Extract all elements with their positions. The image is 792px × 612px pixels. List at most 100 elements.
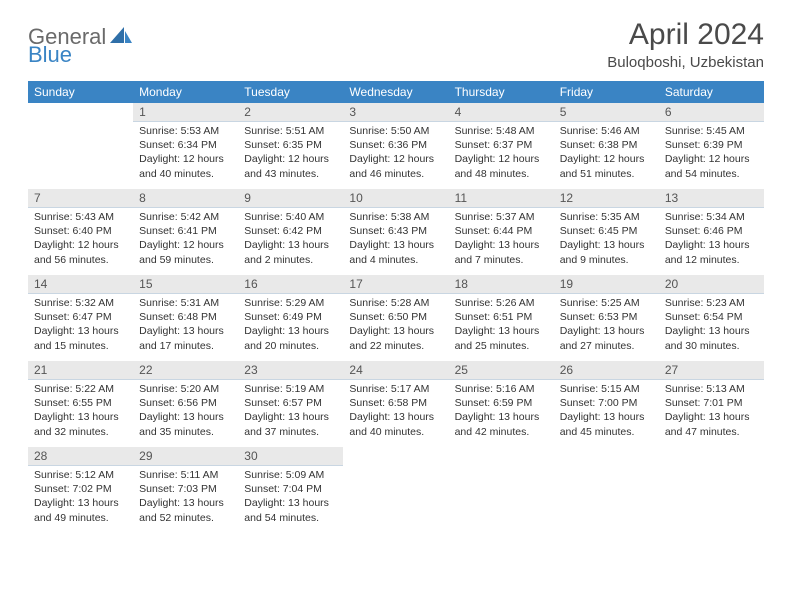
sunset-line: Sunset: 6:39 PM bbox=[665, 139, 743, 151]
day-number: 28 bbox=[28, 447, 133, 466]
day-details: Sunrise: 5:09 AMSunset: 7:04 PMDaylight:… bbox=[238, 466, 343, 529]
calendar-cell: 13Sunrise: 5:34 AMSunset: 6:46 PMDayligh… bbox=[659, 189, 764, 275]
daylight-line: Daylight: 13 hours and 52 minutes. bbox=[139, 497, 224, 523]
day-details: Sunrise: 5:15 AMSunset: 7:00 PMDaylight:… bbox=[554, 380, 659, 443]
sunrise-line: Sunrise: 5:22 AM bbox=[34, 383, 114, 395]
page-title: April 2024 bbox=[607, 18, 764, 52]
day-number: 30 bbox=[238, 447, 343, 466]
daylight-line: Daylight: 13 hours and 2 minutes. bbox=[244, 239, 329, 265]
sunset-line: Sunset: 6:51 PM bbox=[455, 311, 533, 323]
sunrise-line: Sunrise: 5:13 AM bbox=[665, 383, 745, 395]
day-number: 9 bbox=[238, 189, 343, 208]
sunset-line: Sunset: 6:35 PM bbox=[244, 139, 322, 151]
day-number: 2 bbox=[238, 103, 343, 122]
sunrise-line: Sunrise: 5:45 AM bbox=[665, 125, 745, 137]
sunset-line: Sunset: 6:36 PM bbox=[349, 139, 427, 151]
daylight-line: Daylight: 12 hours and 59 minutes. bbox=[139, 239, 224, 265]
daylight-line: Daylight: 13 hours and 15 minutes. bbox=[34, 325, 119, 351]
daylight-line: Daylight: 12 hours and 51 minutes. bbox=[560, 153, 645, 179]
sunrise-line: Sunrise: 5:17 AM bbox=[349, 383, 429, 395]
day-number: 20 bbox=[659, 275, 764, 294]
calendar-cell: 23 Sunrise: 5:19 AM Sunset: 6:57 PM Dayligh… bbox=[238, 361, 343, 447]
sunset-line: Sunset: 6:37 PM bbox=[455, 139, 533, 151]
daylight-line: Daylight: 12 hours and 46 minutes. bbox=[349, 153, 434, 179]
day-number: 11 bbox=[449, 189, 554, 208]
day-details: Sunrise: 5:12 AM Sunset: 7:02 PM Daylight:… bbox=[28, 466, 133, 529]
calendar-cell bbox=[449, 447, 554, 533]
sunrise-line: Sunrise: 5:43 AM bbox=[34, 211, 114, 223]
sunrise-line: Sunrise: 5:09 AM bbox=[244, 469, 324, 481]
sunset-line: Sunset: 6:44 PM bbox=[455, 225, 533, 237]
day-number: 19 bbox=[554, 275, 659, 294]
sunset-line: Sunset: 6:38 PM bbox=[560, 139, 638, 151]
sunset-line: Sunset: 7:01 PM bbox=[665, 397, 743, 409]
calendar-page: General April 2024 Buloqboshi, Uzbekista… bbox=[0, 0, 792, 533]
sunrise-line: Sunrise: 5:19 AM bbox=[244, 383, 324, 395]
calendar-table: SundayMondayTuesdayWednesdayThursdayFrid… bbox=[28, 81, 764, 533]
daylight-line: Daylight: 13 hours and 54 minutes. bbox=[244, 497, 329, 523]
calendar-cell: 21Sunrise: 5:22 AMSunset: 6:55 PMDayligh… bbox=[28, 361, 133, 447]
day-details: Sunrise: 5:45 AMSunset: 6:39 PMDaylight:… bbox=[659, 122, 764, 185]
day-details: Sunrise: 5:37 AMSunset: 6:44 PMDaylight:… bbox=[449, 208, 554, 271]
sunrise-line: Sunrise: 5:11 AM bbox=[139, 469, 218, 481]
daylight-line: Daylight: 13 hours and 49 minutes. bbox=[34, 497, 119, 523]
daylight-line: Daylight: 13 hours and 37 minutes. bbox=[244, 411, 329, 437]
daylight-line: Daylight: 12 hours and 56 minutes. bbox=[34, 239, 119, 265]
page-header: General April 2024 Buloqboshi, Uzbekista… bbox=[28, 18, 764, 71]
calendar-cell: 29Sunrise: 5:11 AMSunset: 7:03 PMDayligh… bbox=[133, 447, 238, 533]
sunset-line: Sunset: 7:02 PM bbox=[34, 483, 112, 495]
day-details: Sunrise: 5:11 AMSunset: 7:03 PMDaylight:… bbox=[133, 466, 238, 529]
day-details: Sunrise: 5:20 AMSunset: 6:56 PMDaylight:… bbox=[133, 380, 238, 443]
sunrise-line: Sunrise: 5:32 AM bbox=[34, 297, 114, 309]
sunrise-line: Sunrise: 5:53 AM bbox=[139, 125, 219, 137]
calendar-cell bbox=[554, 447, 659, 533]
daylight-line: Daylight: 13 hours and 12 minutes. bbox=[665, 239, 750, 265]
sunset-line: Sunset: 6:40 PM bbox=[34, 225, 112, 237]
daylight-line: Daylight: 13 hours and 42 minutes. bbox=[455, 411, 540, 437]
weekday-header: Sunday bbox=[28, 81, 133, 103]
daylight-line: Daylight: 13 hours and 25 minutes. bbox=[455, 325, 540, 351]
sunrise-line: Sunrise: 5:25 AM bbox=[560, 297, 640, 309]
calendar-cell: 18Sunrise: 5:26 AMSunset: 6:51 PMDayligh… bbox=[449, 275, 554, 361]
calendar-cell: 25Sunrise: 5:16 AMSunset: 6:59 PMDayligh… bbox=[449, 361, 554, 447]
day-number: 17 bbox=[343, 275, 448, 294]
sunrise-line: Sunrise: 5:48 AM bbox=[455, 125, 535, 137]
sunrise-line: Sunrise: 5:28 AM bbox=[349, 297, 429, 309]
day-number: 26 bbox=[554, 361, 659, 380]
day-details: Sunrise: 5:16 AMSunset: 6:59 PMDaylight:… bbox=[449, 380, 554, 443]
calendar-cell: 24Sunrise: 5:17 AMSunset: 6:58 PMDayligh… bbox=[343, 361, 448, 447]
sunset-line: Sunset: 6:58 PM bbox=[349, 397, 427, 409]
daylight-line: Daylight: 12 hours and 40 minutes. bbox=[139, 153, 224, 179]
title-block: April 2024 Buloqboshi, Uzbekistan bbox=[607, 18, 764, 71]
sunset-line: Sunset: 6:43 PM bbox=[349, 225, 427, 237]
sunset-line: Sunset: 6:57 PM bbox=[244, 397, 322, 409]
calendar-cell: 19 Sunrise: 5:25 AM Sunset: 6:53 PM Dayligh… bbox=[554, 275, 659, 361]
sunset-line: Sunset: 6:53 PM bbox=[560, 311, 638, 323]
sunrise-line: Sunrise: 5:12 AM bbox=[34, 469, 114, 481]
sunrise-line: Sunrise: 5:40 AM bbox=[244, 211, 324, 223]
sunrise-line: Sunrise: 5:37 AM bbox=[455, 211, 535, 223]
calendar-body: 1Sunrise: 5:53 AMSunset: 6:34 PMDaylight… bbox=[28, 103, 764, 533]
sunrise-line: Sunrise: 5:15 AM bbox=[560, 383, 640, 395]
sunrise-line: Sunrise: 5:46 AM bbox=[560, 125, 640, 137]
daylight-line: Daylight: 13 hours and 20 minutes. bbox=[244, 325, 329, 351]
sunrise-line: Sunrise: 5:51 AM bbox=[244, 125, 324, 137]
calendar-cell bbox=[659, 447, 764, 533]
day-details: Sunrise: 5:35 AMSunset: 6:45 PMDaylight:… bbox=[554, 208, 659, 271]
calendar-cell: 10Sunrise: 5:38 AMSunset: 6:43 PMDayligh… bbox=[343, 189, 448, 275]
location-text: Buloqboshi, Uzbekistan bbox=[607, 54, 764, 71]
day-number: 7 bbox=[28, 189, 133, 208]
brand-part2: Blue bbox=[28, 42, 72, 67]
brand-part2-wrap: Blue bbox=[28, 42, 72, 68]
day-details: Sunrise: 5:40 AMSunset: 6:42 PMDaylight:… bbox=[238, 208, 343, 271]
calendar-cell: 8Sunrise: 5:42 AMSunset: 6:41 PMDaylight… bbox=[133, 189, 238, 275]
day-number: 23 bbox=[238, 361, 343, 380]
daylight-line: Daylight: 13 hours and 22 minutes. bbox=[349, 325, 434, 351]
day-number: 12 bbox=[554, 189, 659, 208]
day-number: 6 bbox=[659, 103, 764, 122]
day-details: Sunrise: 5:23 AMSunset: 6:54 PMDaylight:… bbox=[659, 294, 764, 357]
sunset-line: Sunset: 6:45 PM bbox=[560, 225, 638, 237]
calendar-cell: 14Sunrise: 5:32 AMSunset: 6:47 PMDayligh… bbox=[28, 275, 133, 361]
logo-sail-icon bbox=[110, 27, 132, 48]
daylight-line: Daylight: 13 hours and 27 minutes. bbox=[560, 325, 645, 351]
